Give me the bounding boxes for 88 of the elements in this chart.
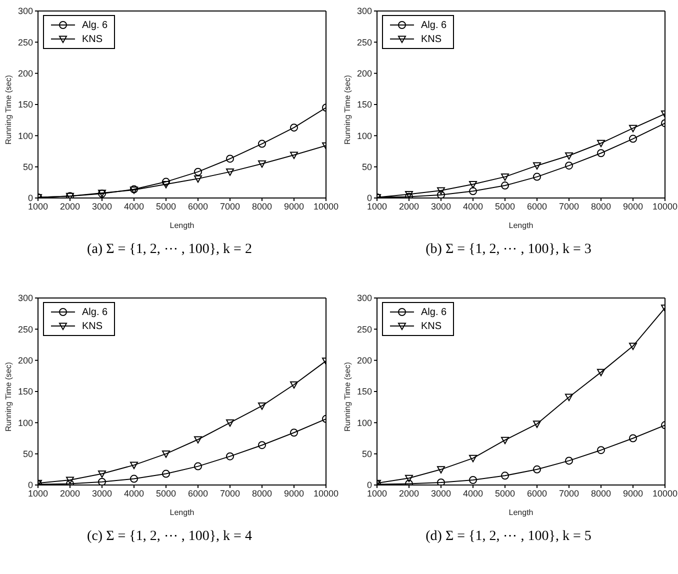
x-tick-label: 4000 <box>462 488 484 498</box>
x-tick-label: 3000 <box>430 201 452 212</box>
y-tick-label: 0 <box>28 480 33 490</box>
x-tick-label: 1000 <box>28 201 48 212</box>
x-tick-label: 5000 <box>156 201 176 212</box>
x-axis-title: Length <box>508 508 534 517</box>
legend-label: KNS <box>82 34 103 44</box>
y-tick-label: 150 <box>356 386 372 397</box>
y-axis-title: Running Time (sec) <box>342 74 352 144</box>
text: (a) Σ = {1, 2, ⋯ , 100}, k = 2 <box>86 241 253 258</box>
x-tick-label: 2000 <box>398 488 420 498</box>
x-tick-label: 2000 <box>398 201 420 212</box>
y-tick-label: 0 <box>28 193 33 204</box>
x-tick-label: 6000 <box>526 201 548 212</box>
text: (d) Σ = {1, 2, ⋯ , 100}, k = 5 <box>424 528 592 545</box>
y-tick-label: 200 <box>356 356 372 366</box>
x-tick-label: 8000 <box>252 488 272 498</box>
x-tick-label: 6000 <box>188 488 208 498</box>
x-tick-label: 10000 <box>652 488 678 498</box>
x-tick-label: 9000 <box>284 488 304 498</box>
x-tick-label: 5000 <box>494 488 516 498</box>
legend-label: KNS <box>421 34 442 44</box>
x-tick-label: 5000 <box>494 201 516 212</box>
x-tick-label: 9000 <box>284 201 304 212</box>
y-axis-title: Running Time (sec) <box>4 362 13 432</box>
x-tick-label: 8000 <box>252 201 272 212</box>
y-tick-label: 50 <box>362 162 372 172</box>
y-tick-label: 50 <box>22 162 33 172</box>
x-tick-label: 2000 <box>60 201 80 212</box>
x-tick-label: 4000 <box>124 201 144 212</box>
y-tick-label: 50 <box>22 449 33 460</box>
x-tick-label: 8000 <box>590 488 612 498</box>
x-tick-label: 1000 <box>28 488 48 498</box>
x-tick-label: 7000 <box>558 201 580 212</box>
x-tick-label: 9000 <box>622 488 644 498</box>
y-tick-label: 0 <box>366 193 372 204</box>
x-tick-label: 3000 <box>92 488 112 498</box>
y-tick-label: 300 <box>356 6 372 16</box>
y-tick-label: 200 <box>18 356 33 366</box>
y-tick-label: 100 <box>18 130 33 141</box>
y-tick-label: 250 <box>356 37 372 48</box>
legend-label: Alg. 6 <box>421 306 447 318</box>
x-tick-label: 1000 <box>366 201 388 212</box>
x-tick-label: 1000 <box>366 488 388 498</box>
legend-label: Alg. 6 <box>82 20 108 30</box>
legend-label: KNS <box>82 320 103 332</box>
y-tick-label: 150 <box>18 100 33 110</box>
legend-label: Alg. 6 <box>82 306 108 318</box>
x-tick-label: 4000 <box>462 201 484 212</box>
y-tick-label: 250 <box>18 37 33 48</box>
x-tick-label: 7000 <box>220 201 240 212</box>
y-tick-label: 150 <box>18 386 33 397</box>
text: (c) Σ = {1, 2, ⋯ , 100}, k = 4 <box>86 528 253 545</box>
x-tick-label: 10000 <box>313 201 339 212</box>
y-tick-label: 150 <box>356 100 372 110</box>
x-tick-label: 6000 <box>188 201 208 212</box>
x-tick-label: 10000 <box>313 488 339 498</box>
text: (b) Σ = {1, 2, ⋯ , 100}, k = 3 <box>424 241 592 258</box>
legend-label: KNS <box>421 320 442 332</box>
y-tick-label: 0 <box>366 480 372 490</box>
x-tick-label: 3000 <box>92 201 112 212</box>
y-tick-label: 50 <box>362 449 372 460</box>
x-axis-title: Length <box>170 221 194 230</box>
y-tick-label: 300 <box>18 6 33 16</box>
x-tick-label: 2000 <box>60 488 80 498</box>
y-tick-label: 100 <box>356 418 372 428</box>
x-tick-label: 6000 <box>526 488 548 498</box>
x-tick-label: 7000 <box>558 488 580 498</box>
y-tick-label: 100 <box>356 130 372 141</box>
x-tick-label: 10000 <box>652 201 678 212</box>
x-tick-label: 7000 <box>220 488 240 498</box>
x-tick-label: 9000 <box>622 201 644 212</box>
y-tick-label: 250 <box>18 324 33 334</box>
x-tick-label: 8000 <box>590 201 612 212</box>
x-axis-title: Length <box>508 221 534 230</box>
y-tick-label: 300 <box>18 293 33 304</box>
x-tick-label: 5000 <box>156 488 176 498</box>
y-tick-label: 200 <box>18 68 33 79</box>
y-tick-label: 200 <box>356 68 372 79</box>
y-axis-title: Running Time (sec) <box>4 74 13 144</box>
x-tick-label: 3000 <box>430 488 452 498</box>
x-tick-label: 4000 <box>124 488 144 498</box>
x-axis-title: Length <box>170 508 194 517</box>
y-tick-label: 250 <box>356 324 372 334</box>
y-tick-label: 300 <box>356 293 372 304</box>
legend-label: Alg. 6 <box>421 20 447 30</box>
y-tick-label: 100 <box>18 418 33 428</box>
y-axis-title: Running Time (sec) <box>342 362 352 432</box>
